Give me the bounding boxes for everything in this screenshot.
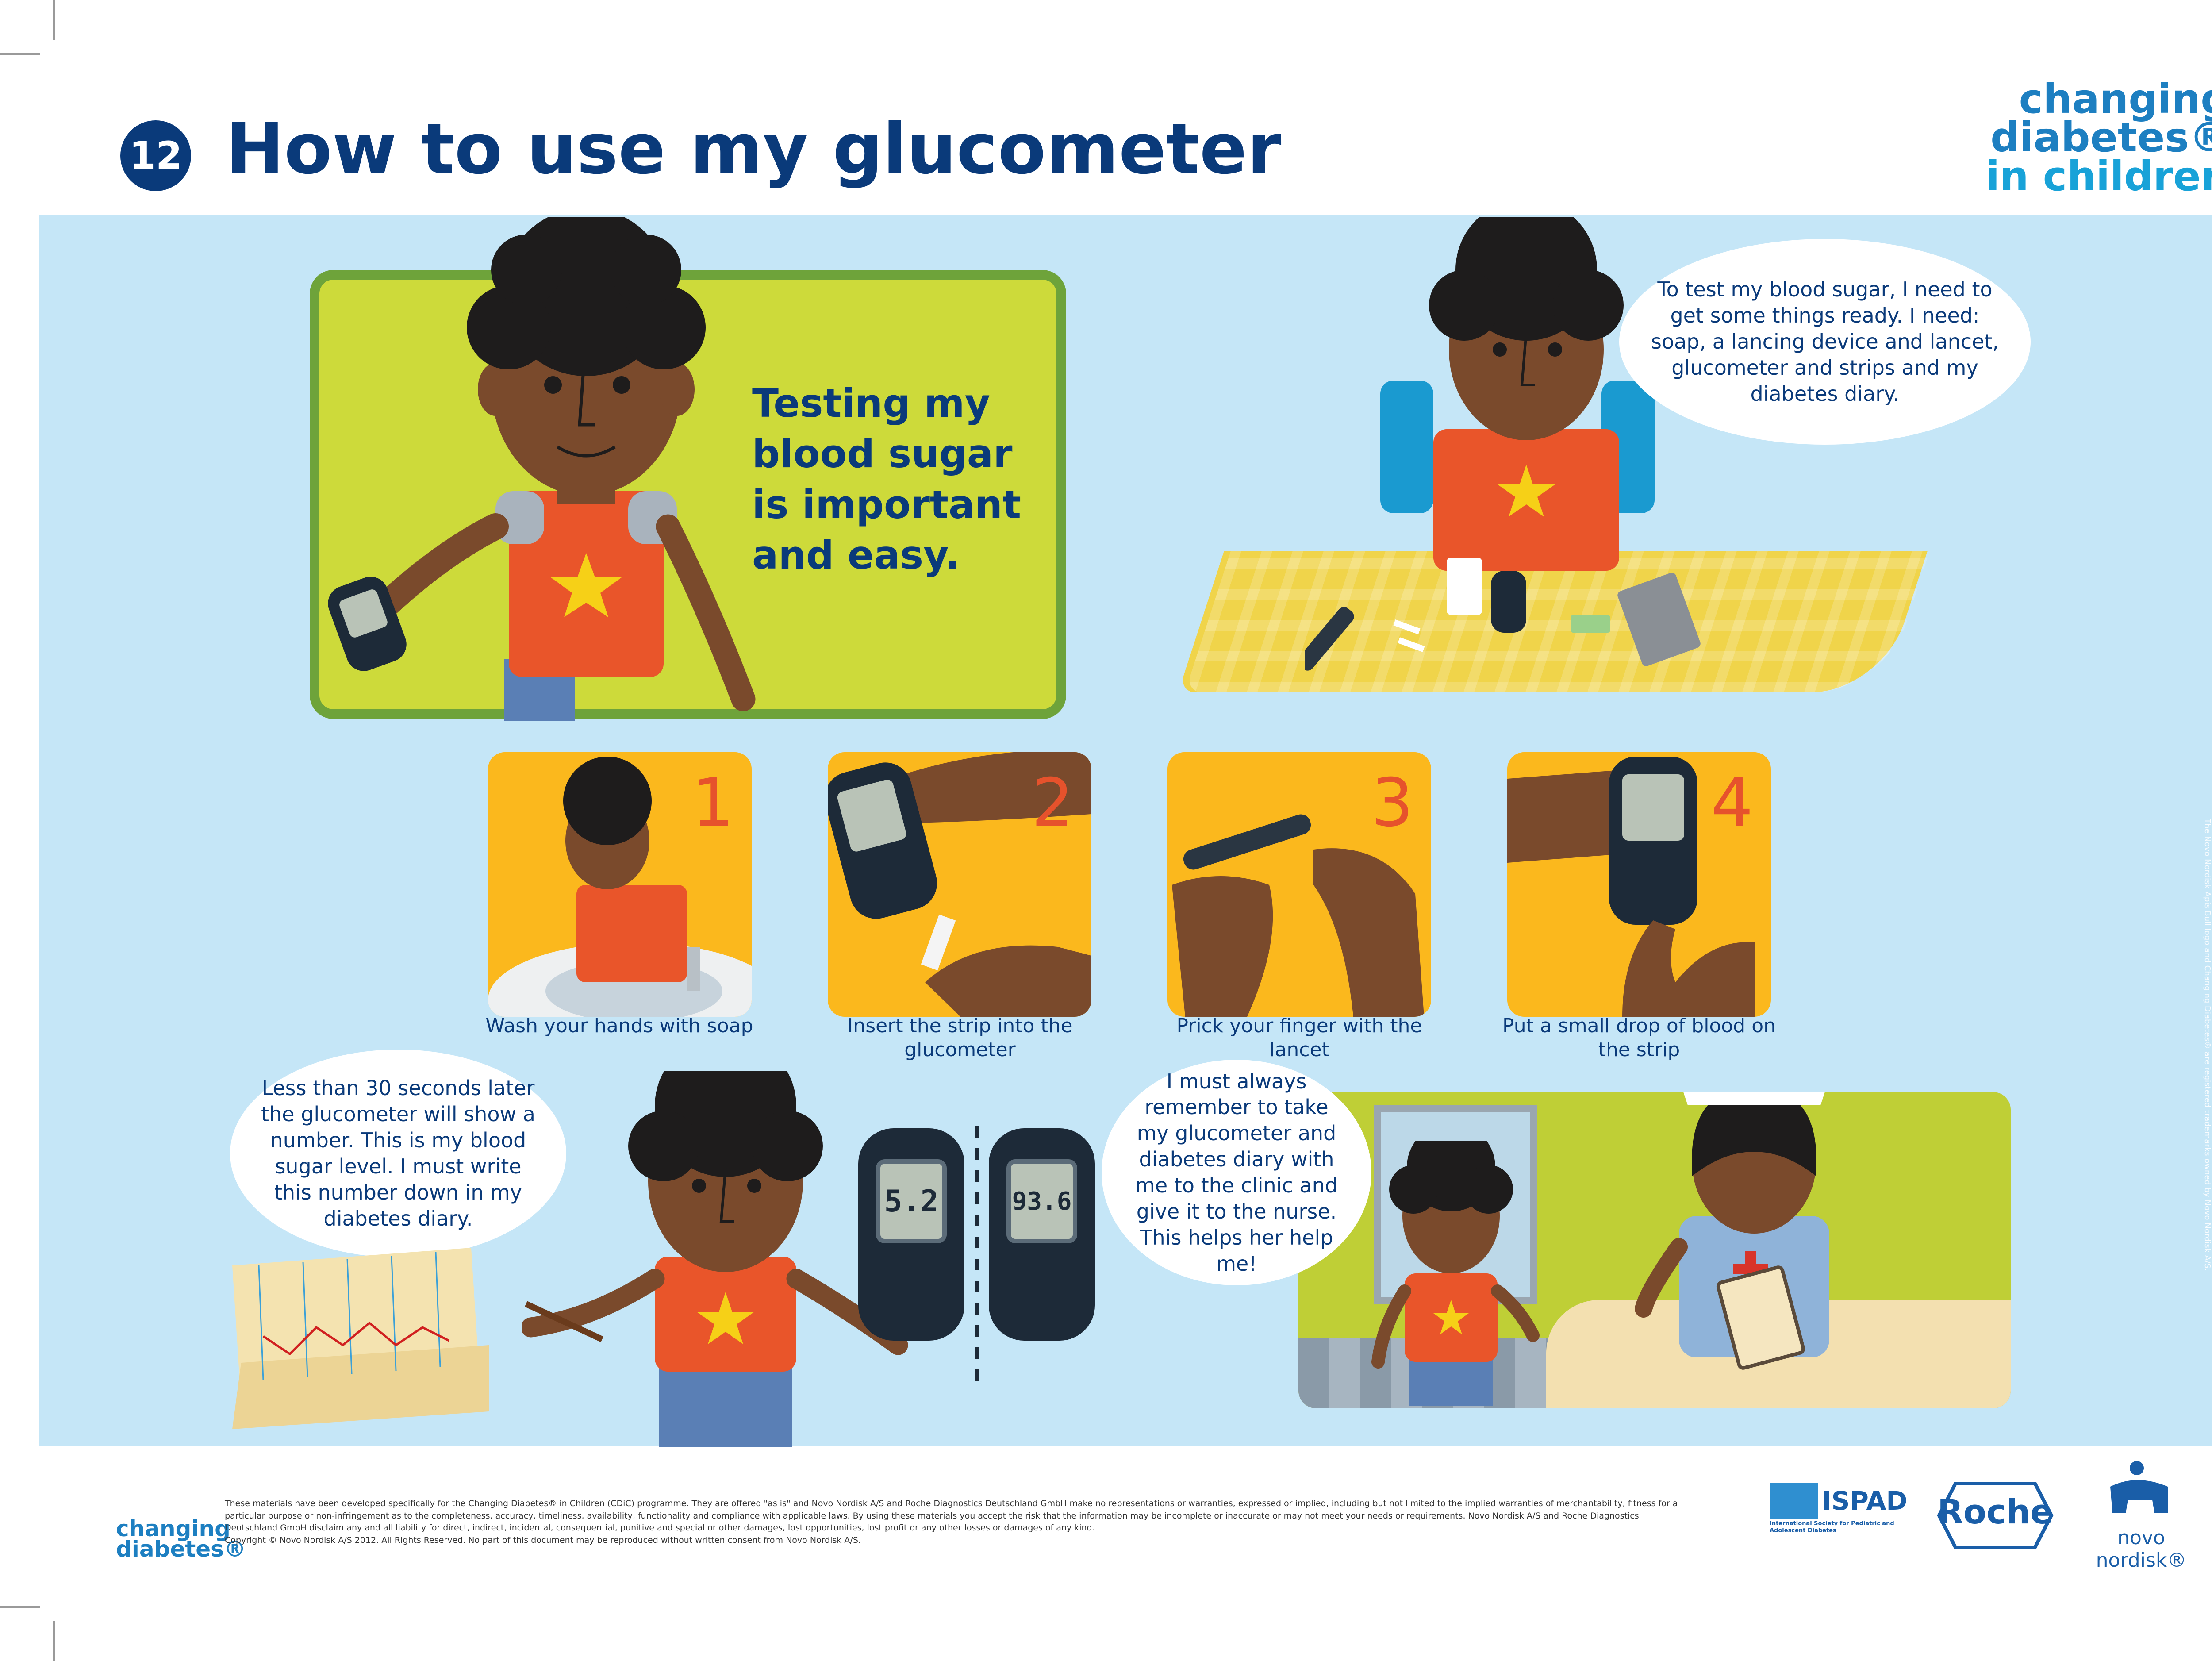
footer-brand-line-1: changing	[116, 1516, 230, 1542]
step-number-badge: 12	[120, 120, 191, 191]
crop-mark	[0, 53, 40, 55]
diabetes-diary-illustration	[232, 1248, 489, 1429]
step-3-caption: Prick your finger with the lancet	[1176, 1015, 1422, 1061]
step-1-caption: Wash your hands with soap	[485, 1015, 753, 1037]
nurse-illustration	[1635, 1092, 1829, 1370]
disclaimer-text: These materials have been developed spec…	[225, 1498, 1685, 1546]
roche-hexagon-icon	[1937, 1482, 2054, 1549]
ispad-full-name: International Society for Pediatric and …	[1770, 1520, 1894, 1534]
speech-bubble-prepare: To test my blood sugar, I need to get so…	[1619, 239, 2031, 445]
meter-reading-right: 93.6	[1006, 1159, 1077, 1243]
boy-at-clinic-illustration	[1371, 1141, 1540, 1406]
step-4-caption: Put a small drop of blood on the strip	[1502, 1015, 1776, 1061]
ispad-name: ISPAD	[1822, 1486, 1908, 1516]
divider-dashed	[975, 1126, 979, 1383]
prick-finger-illustration	[1172, 814, 1424, 1017]
ispad-logo: ISPAD International Society for Pediatri…	[1770, 1483, 1911, 1536]
trademark-side-note: The Novo Nordisk Apis Bull logo and Chan…	[2203, 819, 2212, 1271]
meter-reading-left: 5.2	[876, 1159, 947, 1243]
novo-nordisk-name: novo nordisk®	[2096, 1526, 2187, 1572]
copyright-text: Copyright © Novo Nordisk A/S 2012. All R…	[225, 1535, 861, 1545]
step-4-panel: 4	[1507, 752, 1771, 1017]
glucometer-left: 5.2	[858, 1128, 964, 1341]
crop-mark	[53, 1621, 55, 1661]
roche-logo: Roche	[1937, 1492, 2053, 1531]
speech-bubble-clinic: I must always remember to take my glucom…	[1102, 1060, 1371, 1285]
step-1-panel: 1	[488, 752, 752, 1017]
wash-hands-illustration	[488, 757, 752, 1017]
step-3-panel: 3	[1167, 752, 1431, 1017]
novo-nordisk-logo: novo nordisk®	[2075, 1460, 2208, 1572]
drop-blood-illustration	[1507, 757, 1755, 1017]
intro-headline: Testing my blood sugar is important and …	[752, 381, 1022, 578]
step-2-number: 2	[1031, 765, 1074, 842]
boy-at-table-illustration	[1380, 217, 1655, 571]
boy-with-pencil-illustration	[522, 1071, 908, 1447]
step-1-number: 1	[691, 765, 734, 842]
glucometer-right: 93.6	[989, 1128, 1095, 1341]
clinic-scene	[1298, 1092, 2011, 1408]
supplies-illustration	[1305, 558, 1701, 671]
footer-brand-line-2: diabetes®	[116, 1536, 246, 1562]
ispad-emblem-icon	[1770, 1483, 1818, 1519]
page-title: How to use my glucometer	[226, 108, 1282, 190]
crop-mark	[0, 1606, 40, 1608]
step-4-number: 4	[1711, 765, 1753, 842]
disclaimer-body: These materials have been developed spec…	[225, 1499, 1678, 1533]
speech-bubble-result: Less than 30 seconds later the glucomete…	[230, 1050, 566, 1257]
footer-brand-logo: changing diabetes®	[116, 1516, 246, 1562]
brand-line-3: in children	[1985, 152, 2212, 200]
boy-holding-meter-illustration	[328, 217, 756, 721]
brand-line-2: diabetes®	[1990, 114, 2212, 161]
brand-line-1: changing	[2019, 75, 2212, 123]
apis-bull-icon	[2110, 1461, 2168, 1513]
step-2-caption: Insert the strip into the glucometer	[847, 1015, 1073, 1061]
step-2-panel: 2	[828, 752, 1091, 1017]
step-3-number: 3	[1371, 765, 1413, 842]
insert-strip-illustration	[828, 752, 1091, 1017]
brand-logo: changing diabetes® in children	[1964, 75, 2212, 200]
crop-mark	[53, 0, 55, 40]
